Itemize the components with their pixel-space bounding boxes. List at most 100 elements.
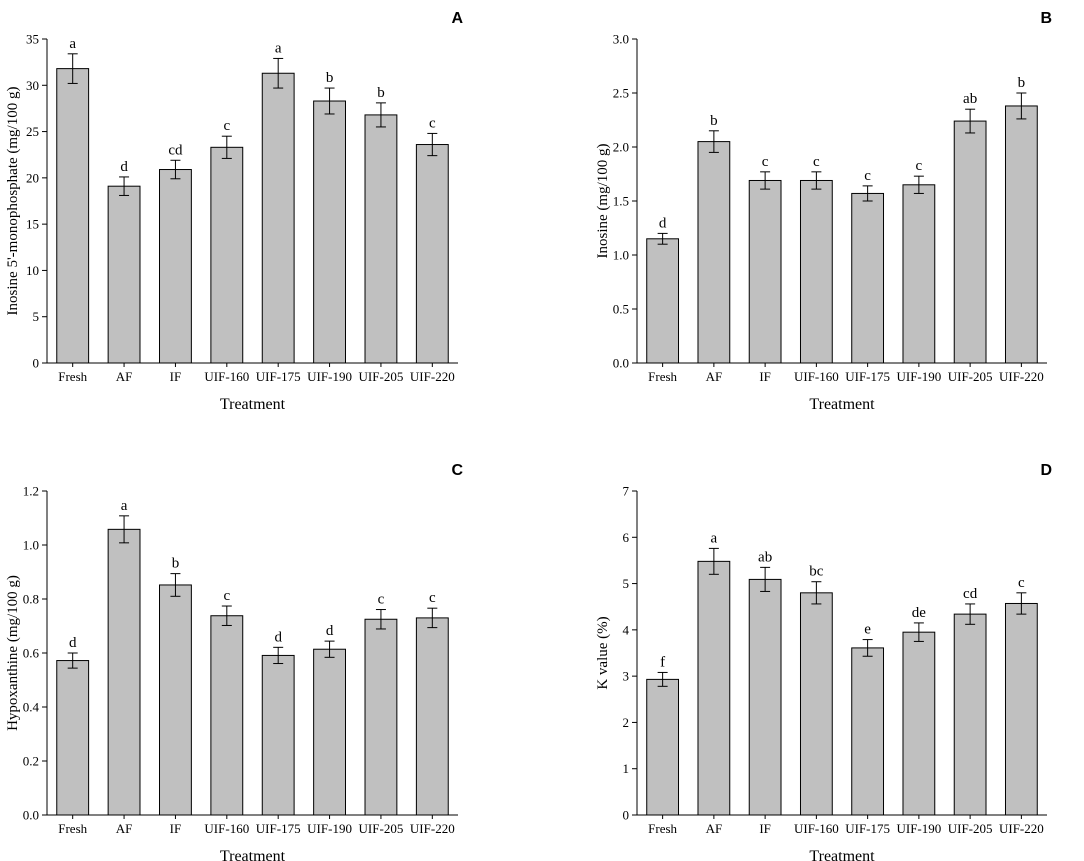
panel-label: D	[1040, 462, 1052, 479]
y-axis-title: Inosine (mg/100 g)	[595, 144, 611, 259]
x-tick-label: Fresh	[58, 821, 87, 836]
y-tick-label: 1.0	[613, 248, 629, 263]
y-tick-label: 25	[26, 124, 39, 139]
significance-letter: d	[326, 623, 334, 639]
bar-uif-160	[210, 146, 244, 364]
x-tick-label: UIF-160	[204, 369, 249, 384]
x-tick-label: Fresh	[648, 369, 677, 384]
significance-letter: cd	[963, 586, 978, 602]
bar-uif-190	[902, 184, 936, 364]
y-tick-label: 0	[623, 808, 630, 823]
y-tick-label: 0.2	[23, 754, 39, 769]
bar-uif-175	[851, 647, 885, 816]
x-axis-title: Treatment	[220, 848, 286, 861]
significance-letter: c	[813, 154, 820, 170]
bar-uif-160	[210, 615, 244, 816]
significance-letter: e	[864, 622, 871, 638]
bar-uif-160	[799, 179, 833, 364]
significance-letter: c	[223, 118, 230, 134]
x-tick-label: UIF-175	[256, 821, 301, 836]
bar-uif-190	[313, 100, 346, 364]
bar-uif-175	[261, 654, 295, 816]
y-tick-label: 2.5	[613, 86, 629, 101]
x-tick-label: IF	[759, 369, 771, 384]
significance-letter: b	[172, 556, 180, 572]
x-tick-label: UIF-205	[948, 369, 993, 384]
y-tick-label: 0.5	[613, 302, 629, 317]
chart-panel-c: 0.0 0.2 0.4 0.6 0.8 1.0 1.2 d Fresh a AF b IF c UIF-16…	[5, 462, 463, 861]
bar-fresh	[56, 68, 90, 364]
significance-letter: a	[121, 498, 128, 514]
x-tick-label: UIF-175	[256, 369, 301, 384]
bar-fresh	[56, 660, 90, 816]
significance-letter: a	[275, 40, 282, 56]
x-axis-title: Treatment	[220, 396, 286, 413]
significance-letter: b	[377, 85, 385, 101]
significance-letter: ab	[963, 91, 977, 107]
significance-letter: d	[274, 629, 282, 645]
significance-letter: c	[916, 158, 923, 174]
bar-uif-220	[415, 144, 449, 364]
significance-letter: cd	[168, 142, 183, 158]
significance-letter: c	[223, 588, 230, 604]
x-tick-label: UIF-175	[845, 821, 890, 836]
panel-label: B	[1040, 10, 1052, 27]
bar-uif-160	[799, 592, 833, 816]
x-axis-title: Treatment	[809, 396, 875, 413]
bar-af	[107, 528, 141, 816]
significance-letter: f	[660, 654, 665, 670]
y-tick-label: 4	[623, 622, 630, 637]
x-tick-label: IF	[759, 821, 771, 836]
chart-panel-d: 0 1 2 3 4 5 6 7 f Fresh a AF ab IF bc UIF-160 e UIF-175 de…	[595, 462, 1052, 861]
x-tick-label: Fresh	[58, 369, 87, 384]
significance-letter: b	[710, 113, 718, 129]
bar-uif-220	[1004, 105, 1038, 364]
bar-fresh	[646, 678, 680, 816]
significance-letter: de	[912, 605, 927, 621]
bar-if	[748, 578, 782, 816]
bar-uif-205	[953, 120, 987, 364]
bar-fresh	[646, 238, 680, 364]
significance-letter: c	[864, 168, 871, 184]
x-tick-label: UIF-190	[307, 821, 352, 836]
x-tick-label: UIF-220	[410, 821, 455, 836]
y-tick-label: 5	[33, 309, 40, 324]
significance-letter: c	[762, 154, 769, 170]
significance-letter: b	[1018, 75, 1026, 91]
significance-letter: c	[1018, 575, 1025, 591]
bar-uif-205	[364, 114, 398, 364]
y-tick-label: 1.5	[613, 194, 629, 209]
y-axis-title: K value (%)	[595, 616, 611, 689]
x-tick-label: UIF-190	[896, 821, 941, 836]
y-tick-label: 3.0	[613, 32, 629, 47]
x-tick-label: UIF-220	[999, 369, 1044, 384]
significance-letter: c	[378, 592, 385, 608]
x-tick-label: UIF-205	[948, 821, 993, 836]
significance-letter: bc	[809, 564, 824, 580]
significance-letter: c	[429, 115, 436, 131]
y-tick-label: 0.0	[613, 356, 629, 371]
panel-label: C	[451, 462, 463, 479]
bar-uif-175	[261, 72, 295, 364]
x-tick-label: Fresh	[648, 821, 677, 836]
bar-uif-175	[851, 192, 885, 364]
y-tick-label: 2	[623, 715, 630, 730]
x-tick-label: UIF-220	[999, 821, 1044, 836]
bar-uif-190	[313, 648, 346, 816]
x-tick-label: IF	[170, 821, 182, 836]
x-tick-label: UIF-160	[794, 821, 839, 836]
bar-uif-205	[364, 618, 398, 816]
x-tick-label: AF	[116, 369, 133, 384]
bar-af	[107, 185, 141, 364]
bar-if	[159, 584, 192, 816]
y-axis-title: Inosine 5'-monophosphate (mg/100 g)	[5, 87, 21, 316]
y-tick-label: 0.6	[23, 646, 40, 661]
y-tick-label: 1	[623, 761, 630, 776]
chart-panel-b: 0.0 0.5 1.0 1.5 2.0 2.5 3.0 d Fresh b AF c IF c UIF-16…	[595, 10, 1052, 413]
significance-letter: d	[120, 159, 128, 175]
y-tick-label: 1.0	[23, 538, 39, 553]
y-tick-label: 5	[623, 576, 630, 591]
significance-letter: d	[659, 215, 667, 231]
bar-uif-190	[902, 631, 936, 816]
